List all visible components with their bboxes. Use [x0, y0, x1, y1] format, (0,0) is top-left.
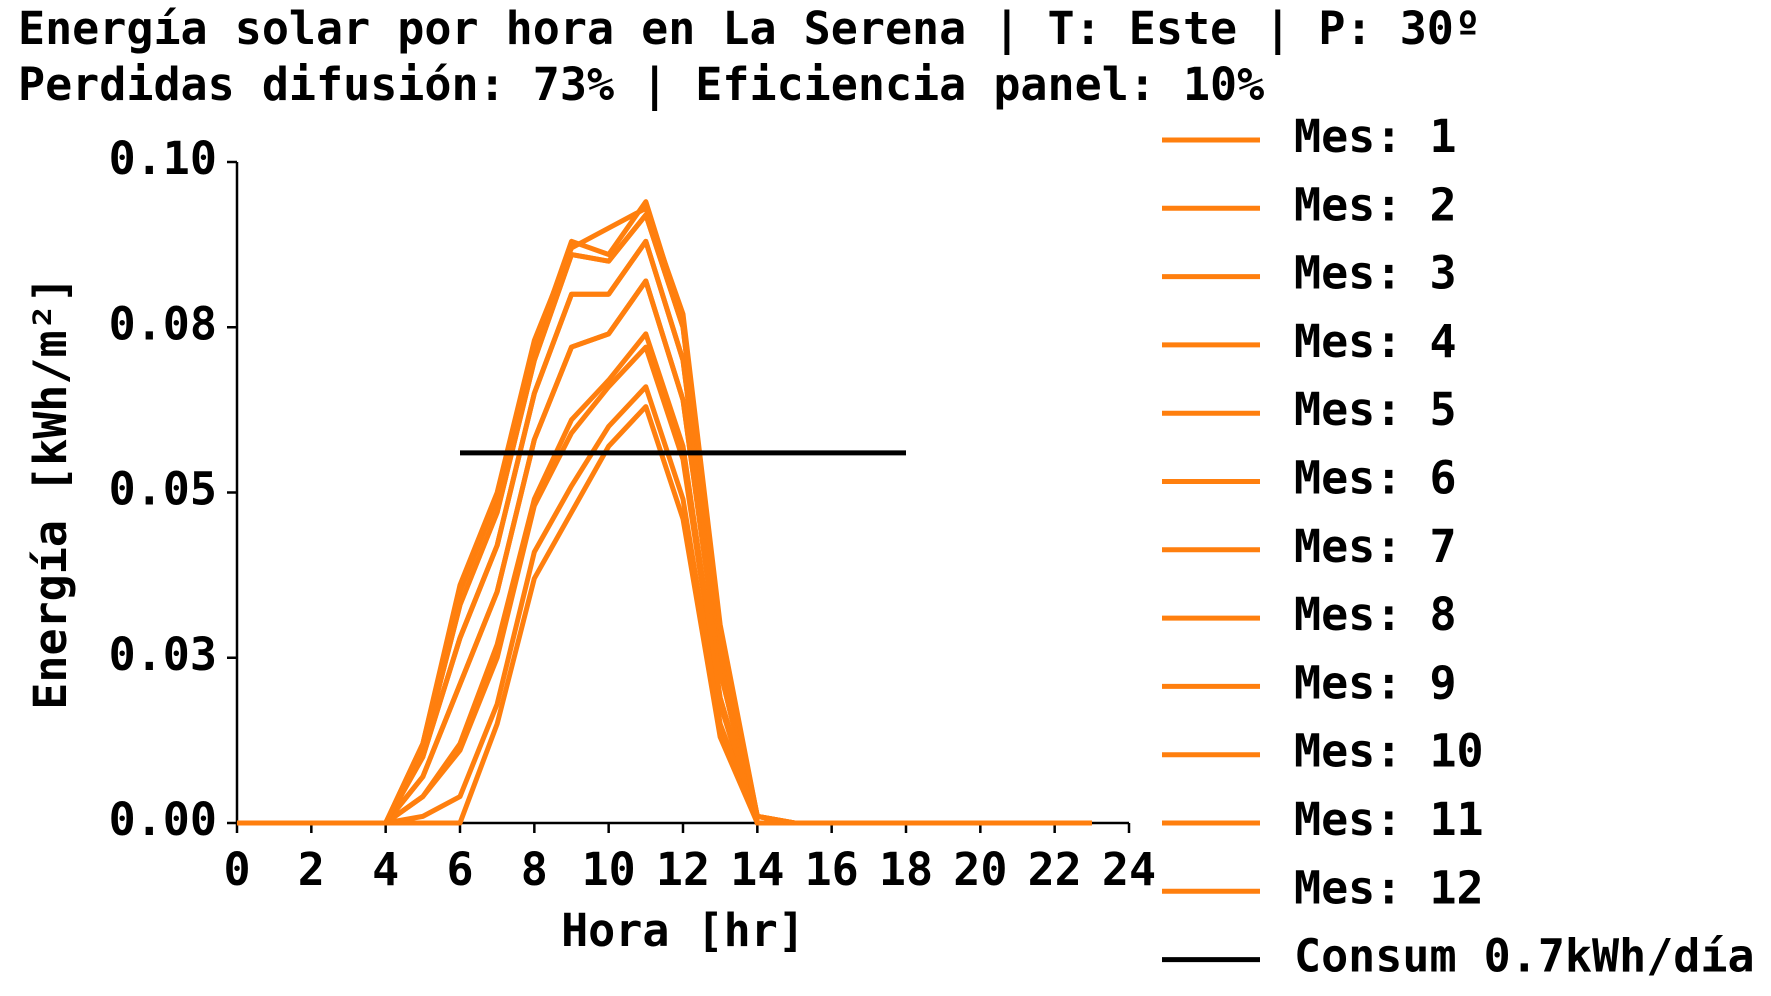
x-tick-label: 6 — [446, 843, 473, 896]
x-tick-label: 4 — [372, 843, 399, 896]
legend-label: Consum 0.7kWh/día — [1294, 930, 1755, 983]
y-tick-label: 0.08 — [109, 297, 217, 350]
legend-label: Mes: 11 — [1294, 793, 1484, 846]
x-tick-label: 8 — [521, 843, 548, 896]
legend-label: Mes: 4 — [1294, 315, 1457, 368]
chart-subtitle: Perdidas difusión: 73% | Eficiencia pane… — [18, 58, 1264, 111]
legend-label: Mes: 1 — [1294, 110, 1457, 163]
y-tick-label: 0.03 — [109, 628, 217, 681]
legend-label: Mes: 8 — [1294, 588, 1457, 641]
x-tick-label: 0 — [223, 843, 250, 896]
series-line — [237, 278, 1092, 826]
y-tick-label: 0.00 — [109, 793, 217, 846]
x-tick-label: 14 — [730, 843, 784, 896]
x-tick-label: 24 — [1102, 843, 1156, 896]
x-tick-label: 12 — [656, 843, 710, 896]
series-line — [237, 278, 1092, 826]
legend-label: Mes: 3 — [1294, 247, 1457, 300]
y-axis-label: Energía [kWh/m²] — [24, 276, 77, 709]
x-tick-label: 16 — [805, 843, 859, 896]
x-tick-label: 18 — [879, 843, 933, 896]
legend-label: Mes: 6 — [1294, 452, 1457, 505]
y-tick-label: 0.05 — [109, 463, 217, 516]
x-axis-label: Hora [hr] — [561, 904, 805, 957]
legend-label: Mes: 7 — [1294, 520, 1457, 573]
x-tick-label: 22 — [1028, 843, 1082, 896]
chart-title: Energía solar por hora en La Serena | T:… — [18, 2, 1481, 55]
series-line — [237, 238, 1092, 826]
series-line — [237, 344, 1092, 826]
legend-label: Mes: 10 — [1294, 725, 1484, 778]
x-tick-label: 10 — [582, 843, 636, 896]
x-tick-label: 20 — [953, 843, 1007, 896]
series-line — [237, 238, 1092, 826]
legend-label: Mes: 2 — [1294, 178, 1457, 231]
x-tick-label: 2 — [298, 843, 325, 896]
series-line — [237, 205, 1092, 826]
y-tick-label: 0.10 — [109, 132, 217, 185]
series-line — [237, 404, 1092, 826]
legend-label: Mes: 5 — [1294, 383, 1457, 436]
legend-label: Mes: 12 — [1294, 861, 1484, 914]
legend-label: Mes: 9 — [1294, 656, 1457, 709]
